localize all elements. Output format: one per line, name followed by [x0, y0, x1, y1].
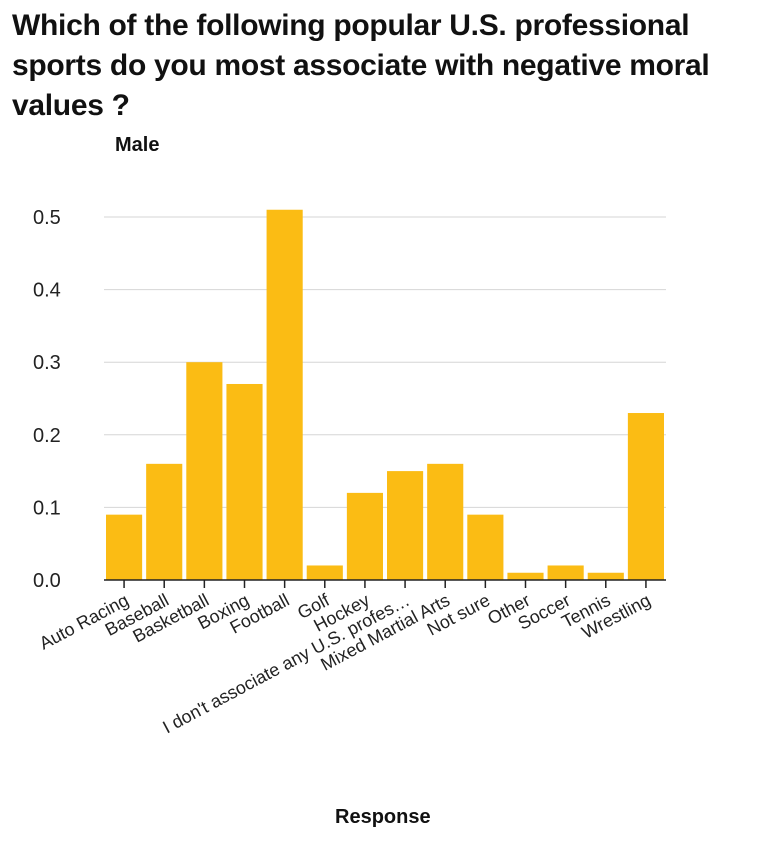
- bar: [507, 572, 544, 580]
- bar: [346, 492, 383, 580]
- bar: [226, 383, 263, 580]
- y-axis-label: Male: [115, 134, 160, 156]
- x-tick-labels: Auto RacingBaseballBasketballBoxingFootb…: [36, 589, 654, 737]
- bar: [186, 362, 223, 580]
- chart-title: Which of the following popular U.S. prof…: [12, 9, 710, 122]
- bar: [427, 463, 464, 580]
- bar: [306, 565, 343, 580]
- bar: [547, 565, 584, 580]
- bar: [146, 463, 183, 580]
- y-tick-label: 0.1: [33, 497, 61, 519]
- bar: [106, 514, 143, 580]
- bar: [266, 209, 303, 581]
- y-tick-label: 0.5: [33, 207, 61, 229]
- y-tick-label: 0.2: [33, 425, 61, 447]
- x-axis: [104, 579, 666, 588]
- bar: [387, 471, 424, 580]
- y-tick-label: 0.0: [33, 570, 61, 592]
- bar: [467, 514, 504, 580]
- bar: [627, 413, 664, 580]
- y-tick-labels: 0.0 0.1 0.2 0.3 0.4 0.5: [33, 207, 61, 592]
- bars: [106, 209, 664, 581]
- bar: [587, 572, 624, 580]
- y-tick-label: 0.4: [33, 280, 61, 302]
- x-axis-label: Response: [335, 806, 431, 828]
- y-tick-label: 0.3: [33, 352, 61, 374]
